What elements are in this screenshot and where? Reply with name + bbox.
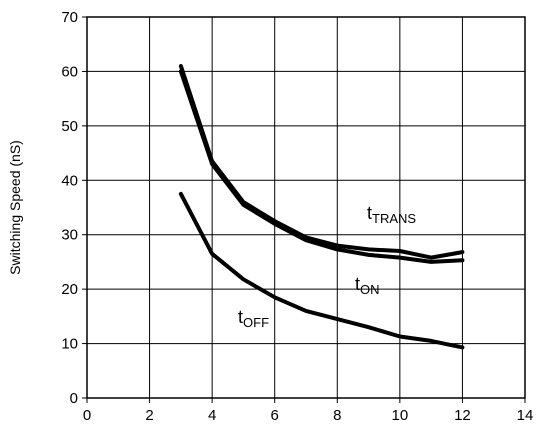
series-line-ttrans xyxy=(178,64,465,260)
y-tick-label: 20 xyxy=(61,281,78,298)
y-tick-label: 50 xyxy=(61,118,78,135)
x-tick-label: 0 xyxy=(83,407,91,424)
x-tick-label: 4 xyxy=(208,407,216,424)
series-line-toff xyxy=(178,191,465,350)
x-axis-ticks: 0 2 4 6 8 10 12 14 xyxy=(83,398,534,424)
grid xyxy=(87,17,525,398)
x-tick-label: 14 xyxy=(517,407,534,424)
x-tick-label: 10 xyxy=(392,407,409,424)
y-tick-label: 70 xyxy=(61,9,78,26)
annotation-ttrans: tTRANS xyxy=(367,203,416,226)
y-tick-label: 40 xyxy=(61,172,78,189)
y-axis-ticks: 0 10 20 30 40 50 60 70 xyxy=(61,9,87,407)
y-axis-label: Switching Speed (nS) xyxy=(7,140,23,275)
annotation-ton: tON xyxy=(355,274,380,297)
plot-frame xyxy=(86,16,526,399)
annotation-toff: tOFF xyxy=(238,307,269,330)
y-tick-label: 0 xyxy=(70,390,78,407)
series-line-ton xyxy=(178,69,465,264)
x-tick-label: 6 xyxy=(271,407,279,424)
series-lines xyxy=(178,64,465,350)
x-tick-label: 2 xyxy=(145,407,153,424)
annotations: tTRANS tON tOFF xyxy=(238,203,416,330)
y-tick-label: 60 xyxy=(61,63,78,80)
x-tick-label: 8 xyxy=(333,407,341,424)
y-tick-label: 30 xyxy=(61,227,78,244)
y-tick-label: 10 xyxy=(61,336,78,353)
x-tick-label: 12 xyxy=(454,407,471,424)
